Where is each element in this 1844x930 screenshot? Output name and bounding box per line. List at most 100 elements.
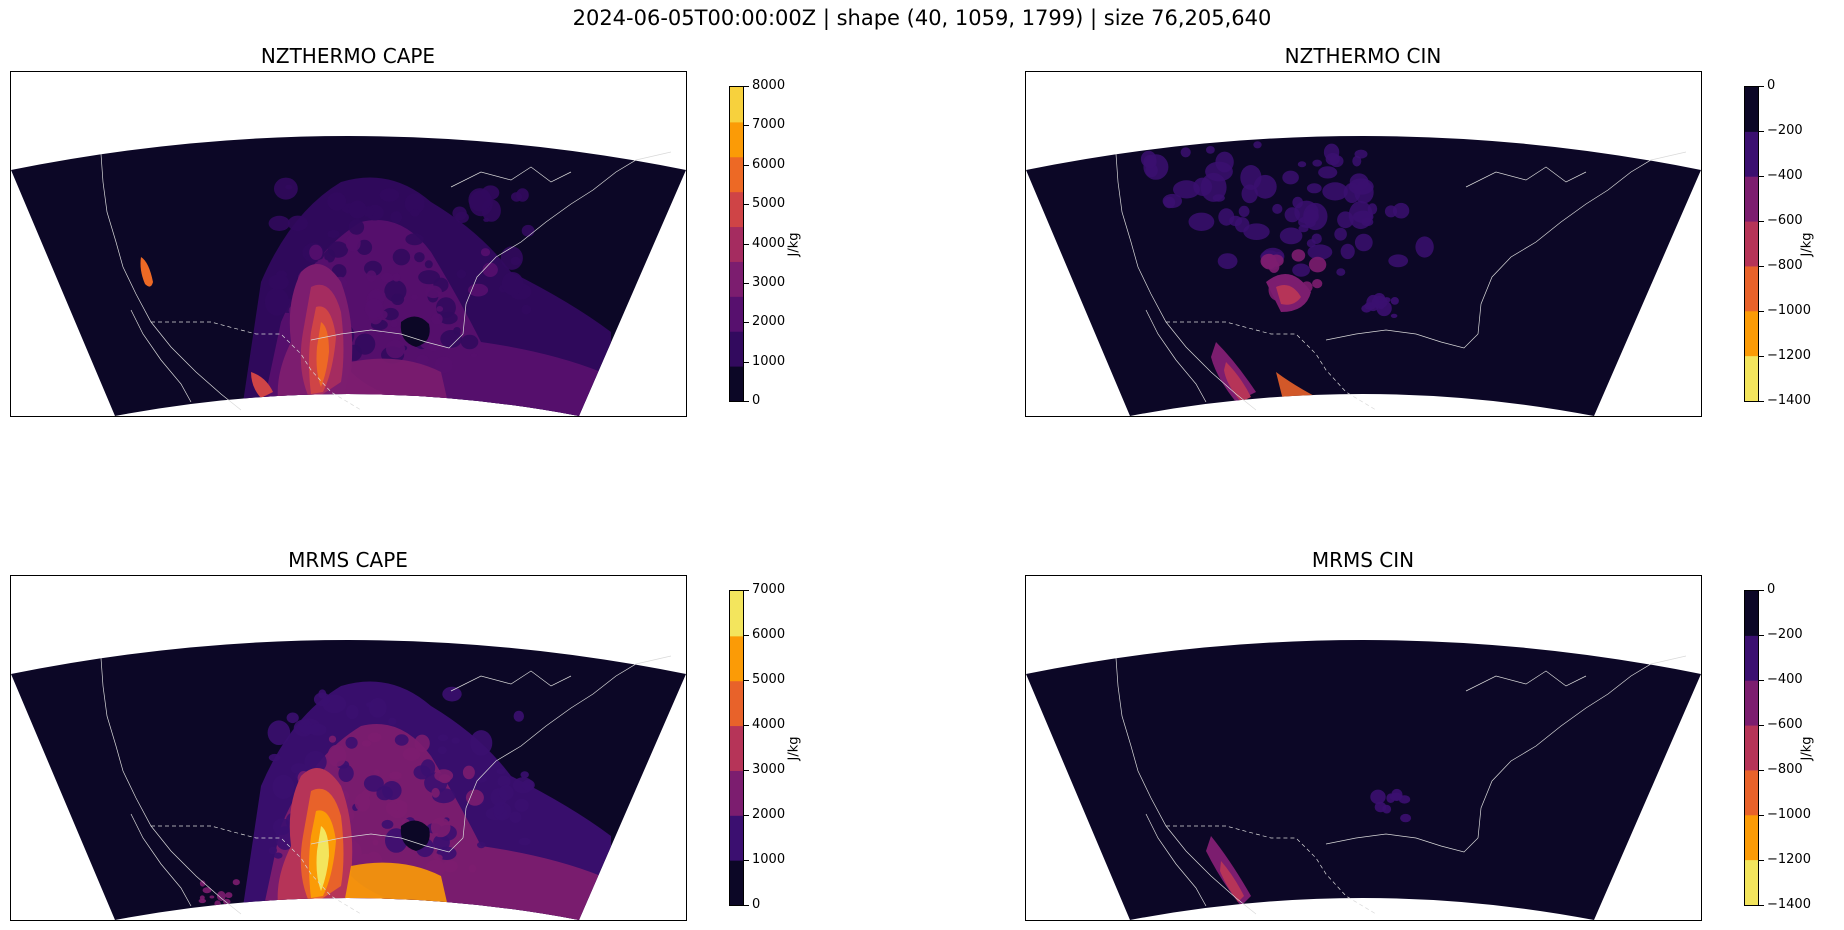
field-patch (372, 839, 379, 846)
field-patch (268, 215, 290, 231)
map-area (10, 71, 687, 417)
field-patch (468, 283, 489, 297)
colorbar-unit-label: J/kg (1799, 232, 1815, 257)
field-patch (348, 200, 367, 219)
field-patch (1180, 147, 1191, 158)
colorbar-tick-label: −200 (1767, 123, 1803, 138)
field-patch (437, 746, 447, 755)
field-patch (416, 354, 429, 366)
field-patch (511, 192, 522, 202)
field-patch (1173, 180, 1200, 199)
field-patch (264, 287, 289, 316)
colorbar-tick (744, 204, 749, 205)
field-region (251, 372, 273, 398)
colorbar-tick-label: −400 (1767, 168, 1803, 183)
colorbar-tick-label: 7000 (752, 582, 786, 597)
map-area (1025, 575, 1702, 921)
field-patch (1352, 155, 1362, 167)
colorbar-tick-label: 0 (1767, 78, 1776, 93)
field-patch (414, 734, 430, 752)
field-patch (480, 248, 491, 257)
field-patch (1303, 202, 1328, 231)
colorbar-tick (1759, 860, 1764, 861)
colorbar-segment (730, 591, 743, 637)
field-patch (498, 784, 514, 801)
field-patch (209, 895, 215, 899)
field-patch (199, 895, 205, 901)
colorbar-tick (1759, 725, 1764, 726)
field-patch (1308, 256, 1327, 273)
colorbar-tick-label: −1000 (1767, 303, 1811, 318)
field-patch (327, 230, 340, 238)
field-patch (439, 311, 458, 325)
field-patch (1253, 141, 1262, 149)
colorbar-tick-label: 5000 (752, 196, 786, 211)
colorbar-segment (1745, 221, 1758, 267)
colorbar-tick-label: 6000 (752, 157, 786, 172)
field-patch (455, 211, 469, 223)
field-patch (366, 270, 377, 282)
field-patch (364, 298, 384, 319)
field-patch (1370, 789, 1386, 805)
field-patch (1292, 196, 1303, 209)
panel-title: MRMS CIN (1311, 548, 1415, 572)
colorbar-segment (730, 770, 743, 816)
colorbar-segment (730, 156, 743, 193)
colorbar-tick (1759, 266, 1764, 267)
colorbar-unit-label: J/kg (786, 232, 802, 257)
field-patch (363, 775, 384, 792)
field-patch (475, 775, 488, 783)
field-patch (268, 753, 281, 762)
colorbar-segment (1745, 176, 1758, 223)
field-patch (338, 764, 354, 782)
field-patch (199, 880, 206, 887)
colorbar-tick (744, 401, 749, 402)
field-patch (368, 697, 387, 718)
colorbar (1744, 86, 1759, 402)
colorbar-tick-label: −200 (1767, 627, 1803, 642)
colorbar-tick-label: −600 (1767, 717, 1803, 732)
field-region (140, 257, 153, 287)
field-patch (395, 800, 408, 812)
field-patch (442, 686, 462, 702)
field-patch (402, 747, 421, 761)
colorbar-unit-label: J/kg (786, 736, 802, 761)
field-patch (1312, 279, 1323, 289)
colorbar-tick (1759, 815, 1764, 816)
field-patch (496, 768, 506, 775)
field-patch (410, 209, 420, 217)
colorbar-tick-label: 6000 (752, 627, 786, 642)
field-patch (385, 801, 398, 815)
field-patch (389, 771, 402, 780)
field-patch (313, 692, 331, 707)
colorbar-segment (730, 815, 743, 861)
field-patch (388, 717, 397, 726)
colorbar-segment (1745, 860, 1758, 905)
colorbar-segment (1745, 770, 1758, 816)
colorbar-tick-label: 3000 (752, 762, 786, 777)
field-patch (500, 246, 523, 270)
field-patch (390, 319, 398, 328)
field-layer (1140, 141, 1434, 412)
colorbar-tick-label: 4000 (752, 717, 786, 732)
field-patch (420, 759, 436, 777)
field-patch (1279, 227, 1303, 245)
colorbar-segment (1745, 680, 1758, 727)
field-region (400, 820, 430, 851)
field-patch (493, 803, 505, 816)
colorbar-segment (1745, 356, 1758, 401)
colorbar-segment (1745, 815, 1758, 861)
colorbar-tick-label: −1200 (1767, 852, 1811, 867)
field-patch (287, 215, 308, 231)
field-patch (462, 765, 475, 780)
field-patch (434, 356, 453, 374)
colorbar-tick (744, 770, 749, 771)
field-patch (1205, 161, 1233, 182)
colorbar-tick-label: 8000 (752, 78, 786, 93)
field-patch (273, 852, 283, 859)
field-patch (521, 224, 535, 237)
colorbar (1744, 590, 1759, 906)
field-patch (1390, 313, 1398, 318)
colorbar-tick-label: −400 (1767, 672, 1803, 687)
field-patch (216, 891, 226, 901)
